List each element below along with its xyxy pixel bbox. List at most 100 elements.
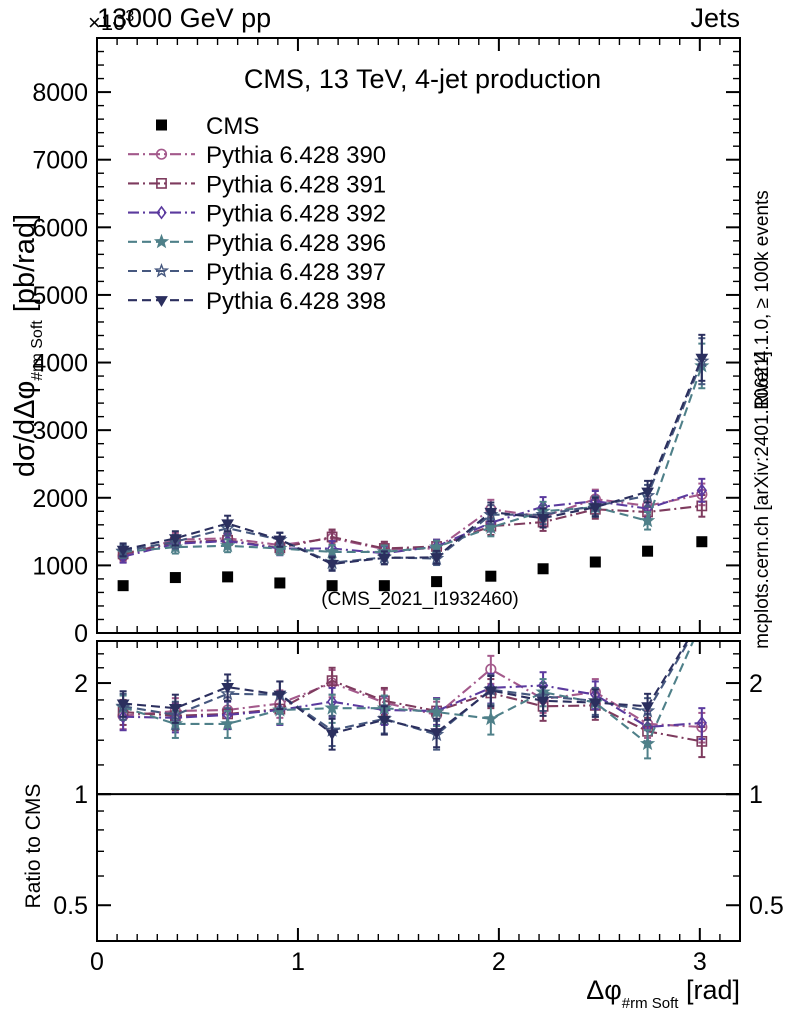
y-tick-label: 4000 (32, 350, 88, 378)
data-point (430, 553, 443, 565)
mcplots-label: mcplots.cern.ch [arXiv:2401.10621] (752, 351, 773, 649)
svg-text:Ratio to CMS: Ratio to CMS (22, 784, 45, 909)
y-tick-label: 3000 (32, 417, 88, 445)
series-p398 (116, 333, 709, 572)
rivet-version-label: Rivet 4.1.0, ≥ 100k events (752, 190, 773, 410)
y-tick-label: 2000 (32, 485, 88, 513)
data-point (536, 513, 550, 525)
ratio-panel-frame (96, 640, 741, 942)
data-point (695, 353, 709, 365)
ratio-y-tick-label: 2 (74, 670, 88, 698)
series-p398 (116, 642, 689, 751)
data-point (588, 698, 602, 710)
series-line (123, 642, 689, 735)
data-point (222, 571, 234, 583)
x-tick-label: 1 (291, 948, 305, 976)
series-cms (117, 536, 708, 592)
y-tick-label: 8000 (32, 79, 88, 107)
series-line (123, 365, 703, 553)
data-point (641, 487, 654, 499)
data-point (484, 686, 498, 698)
data-point (221, 683, 234, 694)
series-p397 (115, 337, 710, 571)
data-point (220, 715, 236, 731)
ratio-data (98, 642, 739, 796)
data-point (273, 690, 287, 702)
series-line (122, 357, 703, 566)
legend-marker (156, 178, 167, 189)
data-point (117, 709, 129, 724)
legend-marker (153, 233, 170, 249)
data-point (483, 710, 499, 726)
data-point (221, 519, 234, 531)
legend-marker (155, 148, 168, 160)
exponent-label: ×103 (88, 8, 134, 35)
data-point (326, 675, 338, 687)
legend-item-p390[interactable]: Pythia 6.428 390 (128, 142, 386, 169)
data-point (116, 545, 130, 557)
svg-text:dσ/dΔφ#rm Soft [pb/rad]: dσ/dΔφ#rm Soft [pb/rad] (9, 214, 46, 477)
data-point (431, 576, 443, 588)
data-point (589, 556, 601, 568)
main-data (115, 333, 710, 592)
series-line (123, 684, 702, 729)
legend-marker (156, 119, 167, 131)
series-line (122, 642, 694, 746)
series-p391 (117, 666, 708, 759)
x-tick-label: 3 (693, 948, 707, 976)
legend-label: Pythia 6.428 396 (206, 230, 386, 257)
data-point (378, 580, 390, 592)
series-p392 (117, 477, 708, 564)
data-point (168, 534, 182, 546)
series-line (122, 504, 702, 555)
data-point (483, 519, 499, 535)
series-line (123, 667, 702, 729)
legend-item-p397[interactable]: Pythia 6.428 397 (128, 259, 386, 286)
y-axis-title: dσ/dΔφ#rm Soft [pb/rad] (9, 214, 46, 477)
legend-label: Pythia 6.428 398 (206, 288, 386, 315)
data-point (639, 512, 656, 528)
legend-item-p396[interactable]: Pythia 6.428 396 (128, 230, 386, 257)
legend-item-p398[interactable]: Pythia 6.428 398 (128, 288, 386, 315)
plot-title: CMS, 13 TeV, 4-jet production (244, 64, 601, 94)
data-point (220, 537, 236, 553)
legend-marker (156, 205, 167, 220)
data-point (588, 503, 602, 515)
legend-marker (153, 263, 170, 278)
data-point (696, 715, 708, 730)
data-point (325, 729, 339, 741)
x-tick-label: 0 (90, 948, 104, 976)
legend-label: CMS (206, 113, 259, 140)
data-point (117, 580, 129, 592)
analysis-watermark: (CMS_2021_I1932460) (321, 589, 519, 610)
data-point (377, 553, 391, 565)
series-p396 (115, 342, 710, 560)
ratio-y-tick-label: 1 (74, 781, 88, 809)
data-point (116, 699, 130, 711)
data-point (696, 483, 708, 498)
data-point (377, 715, 391, 727)
y-tick-label: 7000 (32, 147, 88, 175)
series-p397 (115, 642, 690, 751)
svg-text:mcplots.cern.ch [arXiv:2401.10: mcplots.cern.ch [arXiv:2401.10621] (752, 351, 773, 649)
data-point (537, 563, 549, 575)
data-point (169, 572, 181, 584)
data-point (641, 702, 654, 714)
data-point (168, 704, 182, 715)
legend-item-p391[interactable]: Pythia 6.428 391 (128, 171, 386, 198)
legend-item-cms[interactable]: CMS (156, 113, 259, 140)
ratio-y-tick-label-right: 2 (749, 670, 763, 698)
y-tick-label: 6000 (32, 214, 88, 242)
legend-label: Pythia 6.428 392 (206, 201, 386, 228)
legend-label: Pythia 6.428 391 (206, 171, 386, 198)
data-point (324, 543, 340, 559)
corner-label: Jets (690, 3, 740, 33)
series-line (122, 642, 690, 736)
legend-label: Pythia 6.428 397 (206, 259, 386, 286)
legend-item-p392[interactable]: Pythia 6.428 392 (128, 201, 386, 228)
x-tick-label: 2 (492, 948, 506, 976)
data-point (428, 539, 445, 554)
